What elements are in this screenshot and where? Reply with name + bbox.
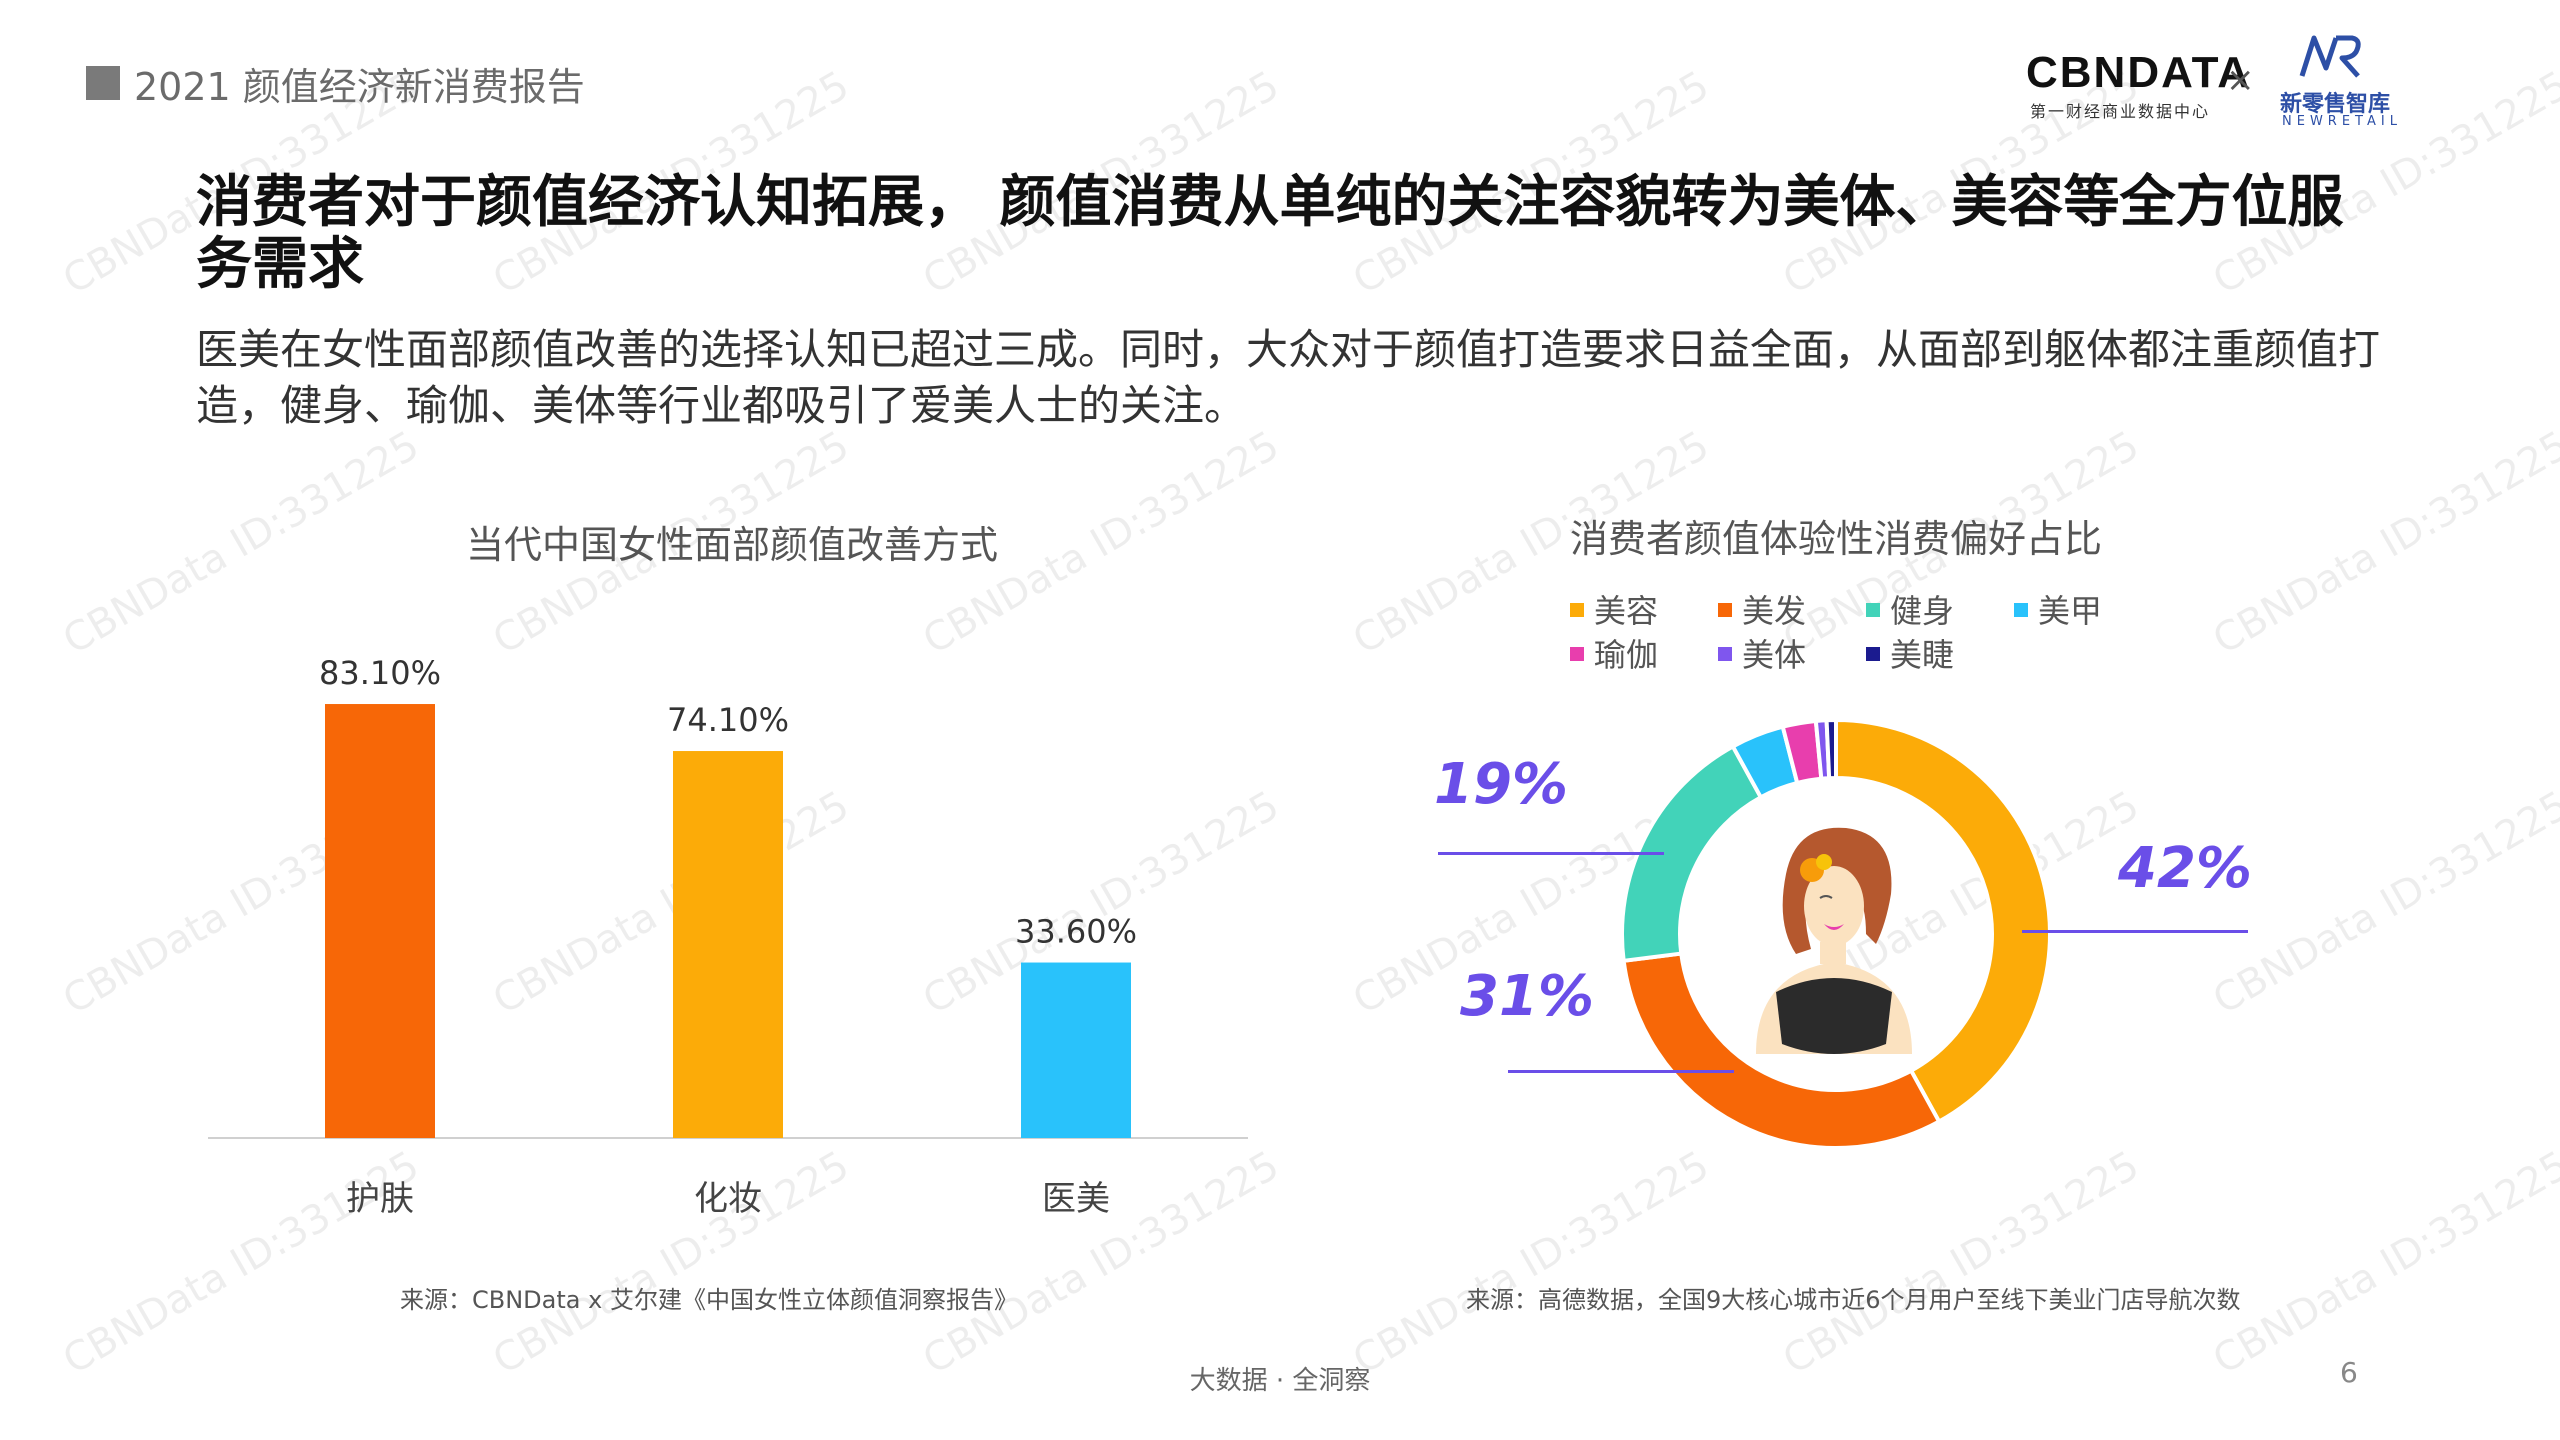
page-subtitle: 医美在女性面部颜值改善的选择认知已超过三成。同时，大众对于颜值打造要求日益全面，… <box>196 325 2381 430</box>
newretail-logo-text: 新零售智库 <box>2280 92 2391 117</box>
bar-chart-title: 当代中国女性面部颜值改善方式 <box>466 523 999 567</box>
report-label: 2021 颜值经济新消费报告 <box>134 65 585 109</box>
watermark-text: CBNData ID:331225 <box>1345 1142 1717 1384</box>
legend-label: 美体 <box>1742 636 1807 674</box>
bar-chart: 83.10% 护肤 74.10% 化妆 33.60% 医美 <box>208 654 1248 1219</box>
bar-chart-source: 来源：CBNData x 艾尔建《中国女性立体颜值洞察报告》 <box>400 1286 1018 1314</box>
legend-label: 美容 <box>1594 592 1659 630</box>
callout-42-percent: 42% <box>2118 836 2253 901</box>
bar-category-label: 医美 <box>1042 1179 1110 1219</box>
callout-42-line <box>2022 930 2248 933</box>
donut-chart <box>1620 717 2052 1150</box>
legend-swatch <box>2014 603 2028 617</box>
bar-category-label: 护肤 <box>346 1179 414 1219</box>
callout-19-line <box>1438 852 1664 855</box>
cbndata-logo-subtitle: 第一财经商业数据中心 <box>2030 102 2211 121</box>
bar-value-label: 33.60% <box>1015 913 1137 951</box>
legend-swatch <box>1718 647 1732 661</box>
legend-item: 美发 <box>1718 586 1806 632</box>
legend-item: 美睫 <box>1866 630 1954 676</box>
legend-swatch <box>1718 603 1732 617</box>
callout-31-line <box>1508 1070 1734 1073</box>
bar-value-label: 74.10% <box>667 701 789 739</box>
watermark-text: CBNData ID:331225 <box>2205 422 2560 664</box>
donut-slice-7 <box>1824 717 1838 781</box>
donut-chart-title: 消费者颜值体验性消费偏好占比 <box>1570 517 2103 561</box>
watermark-text: CBNData ID:331225 <box>1775 1142 2147 1384</box>
legend-item: 美体 <box>1718 630 1806 676</box>
cbndata-logo: CBNDATA <box>2026 48 2251 97</box>
page-title: 消费者对于颜值经济认知拓展， 颜值消费从单纯的关注容貌转为美体、美容等全方位服务… <box>196 170 2344 297</box>
legend-swatch <box>1866 647 1880 661</box>
callout-31-percent: 31% <box>1460 964 1595 1029</box>
legend-label: 健身 <box>1890 592 1955 630</box>
legend-swatch <box>1866 603 1880 617</box>
bar-category-label: 化妆 <box>694 1179 762 1219</box>
legend-label: 美甲 <box>2038 592 2103 630</box>
legend-label: 美发 <box>1742 592 1807 630</box>
bar-2 <box>673 751 783 1138</box>
watermark-text: CBNData ID:331225 <box>2205 1142 2560 1384</box>
legend-item: 美甲 <box>2014 586 2102 632</box>
bar-3 <box>1021 962 1131 1138</box>
woman-illustration <box>1756 827 1912 1054</box>
legend-label: 瑜伽 <box>1594 636 1659 674</box>
legend-item: 瑜伽 <box>1570 630 1658 676</box>
donut-slice-2 <box>1621 951 1942 1150</box>
header-square-icon <box>86 66 120 100</box>
page-number: 6 <box>2340 1356 2358 1389</box>
callout-19-percent: 19% <box>1434 752 1569 817</box>
bar-value-label: 83.10% <box>319 654 441 692</box>
legend-swatch <box>1570 603 1584 617</box>
logo-separator: × <box>2226 60 2255 100</box>
bar-1 <box>325 704 435 1138</box>
legend-item: 健身 <box>1866 586 1954 632</box>
donut-slice-1 <box>1834 717 2052 1125</box>
footer-text: 大数据 · 全洞察 <box>1189 1366 1371 1396</box>
legend-label: 美睫 <box>1890 636 1955 674</box>
legend-swatch <box>1570 647 1584 661</box>
watermark-text: CBNData ID:331225 <box>2205 782 2560 1024</box>
newretail-logo-english: NEWRETAIL <box>2282 114 2402 129</box>
donut-chart-source: 来源：高德数据，全国9大核心城市近6个月用户至线下美业门店导航次数 <box>1466 1286 2241 1314</box>
newretail-logo-icon <box>2299 35 2361 78</box>
legend-item: 美容 <box>1570 586 1658 632</box>
